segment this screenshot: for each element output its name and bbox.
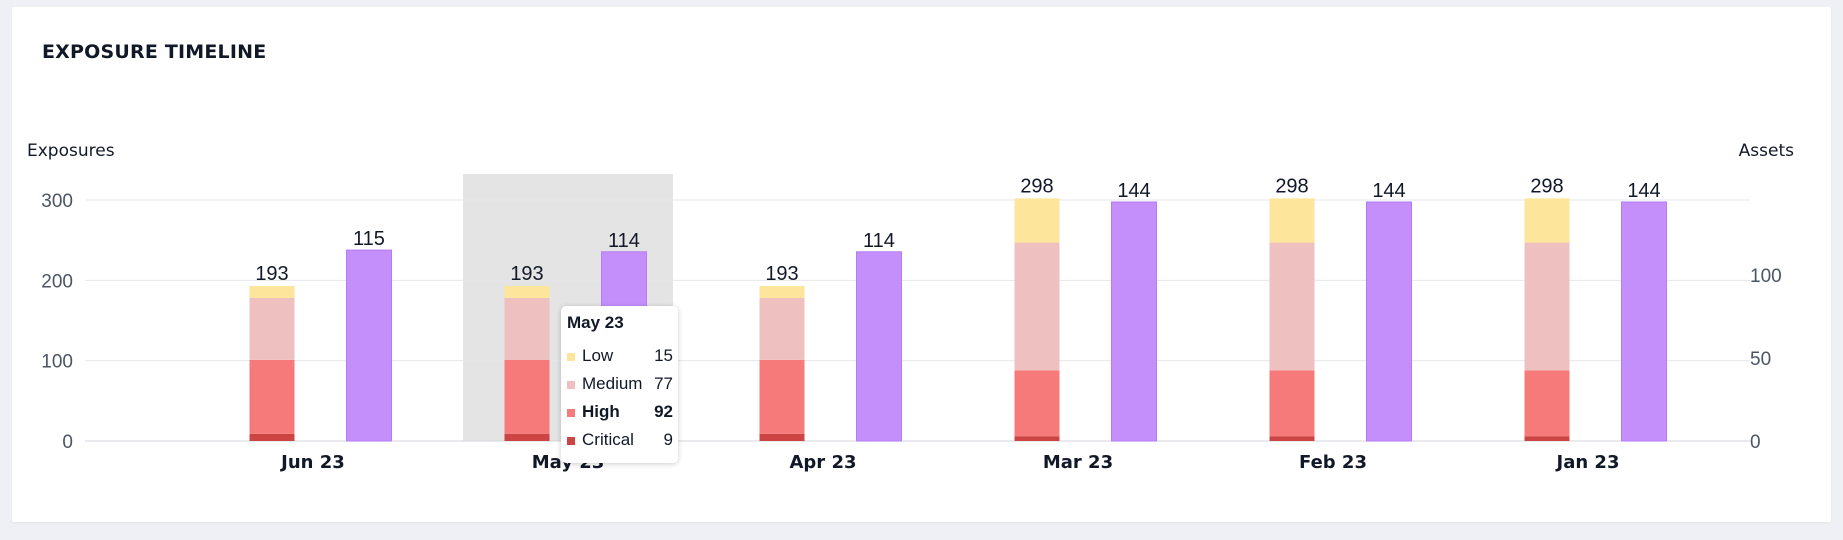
bar-critical (504, 433, 550, 441)
tooltip-row-label: Medium (582, 374, 643, 393)
bar-medium (1269, 242, 1315, 371)
y-tick-label: 200 (41, 271, 73, 292)
bar-medium (249, 298, 295, 360)
bar-assets (1621, 201, 1667, 442)
tooltip-row-value: 92 (654, 402, 673, 421)
bar-low (1524, 198, 1570, 243)
bar-critical (1269, 436, 1315, 441)
bar-assets (1366, 201, 1412, 442)
y-tick-label: 100 (41, 352, 73, 373)
bar-assets (346, 249, 392, 442)
tooltip-row-value: 9 (663, 430, 673, 449)
bar-low (1269, 198, 1315, 243)
chart-tooltip: May 23 Low 15 Medium 77 High 92 Critical… (561, 306, 678, 463)
assets-value-label: 115 (353, 228, 385, 250)
tooltip-row-high: High 92 (567, 402, 673, 424)
x-category-label: Jun 23 (279, 452, 345, 473)
card-title: EXPOSURE TIMELINE (42, 41, 267, 63)
bar-critical (1014, 436, 1060, 441)
y2-tick-label: 100 (1750, 266, 1782, 287)
assets-value-label: 114 (608, 230, 640, 252)
bar-low (249, 285, 295, 299)
tooltip-row-low: Low 15 (567, 346, 673, 368)
bar-critical (1524, 436, 1570, 441)
x-category-label: Feb 23 (1299, 452, 1367, 473)
assets-value-label: 114 (863, 230, 895, 252)
low-swatch-icon (567, 353, 575, 361)
exposure-total-label: 193 (255, 263, 288, 285)
y-tick-label: 300 (41, 191, 73, 212)
tooltip-row-medium: Medium 77 (567, 374, 673, 396)
tooltip-row-label: High (582, 402, 620, 421)
y-tick-label: 0 (62, 432, 73, 453)
x-category-label: Jan 23 (1555, 452, 1620, 473)
bar-high (504, 359, 550, 434)
y2-tick-label: 0 (1750, 432, 1761, 453)
bar-medium (1014, 242, 1060, 371)
bar-high (249, 359, 295, 434)
exposure-total-label: 298 (1275, 175, 1308, 197)
bar-assets (856, 251, 902, 442)
bar-medium (1524, 242, 1570, 371)
y2-axis-title: Assets (1739, 141, 1794, 161)
exposure-total-label: 298 (1020, 175, 1053, 197)
bar-critical (759, 433, 805, 441)
bar-critical (249, 433, 295, 441)
critical-swatch-icon (567, 437, 575, 445)
assets-value-label: 144 (1627, 180, 1660, 202)
tooltip-row-label: Low (582, 346, 614, 365)
exposure-total-label: 193 (765, 263, 798, 285)
bar-high (1269, 370, 1315, 437)
tooltip-row-value: 15 (654, 346, 673, 365)
medium-swatch-icon (567, 381, 575, 389)
tooltip-row-critical: Critical 9 (567, 430, 673, 452)
tooltip-row-value: 77 (654, 374, 673, 393)
bar-assets (1111, 201, 1157, 442)
bar-medium (504, 298, 550, 360)
bar-low (1014, 198, 1060, 243)
bar-low (759, 285, 805, 299)
bar-high (759, 359, 805, 434)
exposure-total-label: 193 (510, 263, 543, 285)
tooltip-row-label: Critical (582, 430, 634, 449)
high-swatch-icon (567, 409, 575, 417)
exposure-total-label: 298 (1530, 175, 1563, 197)
bar-high (1014, 370, 1060, 437)
tooltip-title: May 23 (567, 313, 624, 332)
assets-value-label: 144 (1372, 180, 1405, 202)
bar-medium (759, 298, 805, 360)
assets-value-label: 144 (1117, 180, 1150, 202)
bar-high (1524, 370, 1570, 437)
bar-low (504, 285, 550, 299)
x-category-label: Mar 23 (1043, 452, 1113, 473)
y-axis-title: Exposures (27, 141, 115, 161)
x-category-label: Apr 23 (789, 452, 856, 473)
y2-tick-label: 50 (1750, 349, 1771, 370)
